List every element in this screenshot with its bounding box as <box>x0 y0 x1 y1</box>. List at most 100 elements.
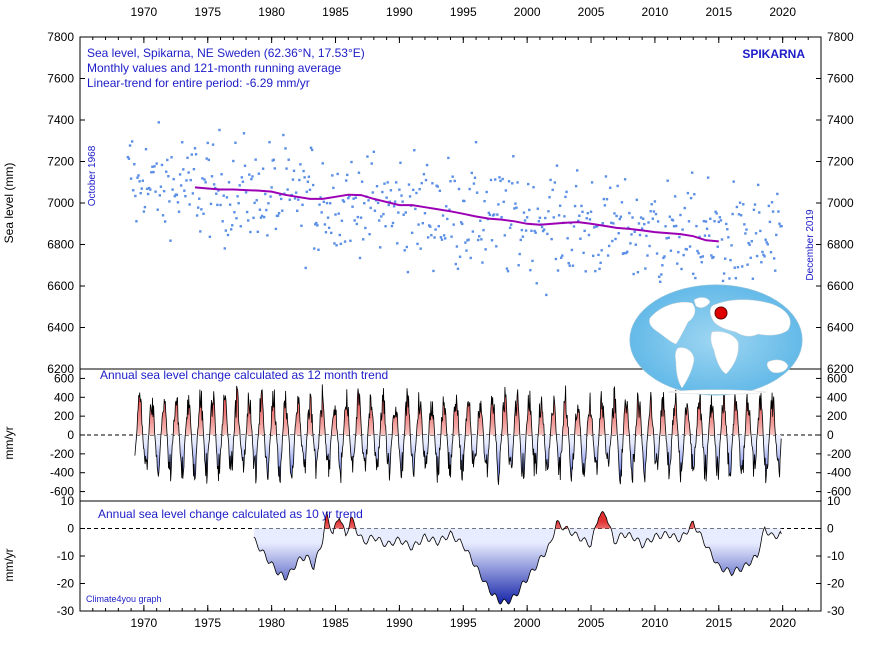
monthly-value-point <box>429 225 432 228</box>
monthly-value-point <box>354 196 357 199</box>
monthly-value-point <box>662 256 665 260</box>
monthly-value-point <box>727 236 730 239</box>
p12-y-tick-label-right: -200 <box>827 447 851 461</box>
chart-subtitle: Monthly values and 121-month running ave… <box>87 61 341 75</box>
monthly-value-point <box>438 189 442 193</box>
monthly-value-point <box>295 209 299 213</box>
monthly-value-point <box>251 175 254 178</box>
monthly-value-point <box>403 249 406 252</box>
x-tick-label-bottom: 1985 <box>322 616 349 630</box>
monthly-value-point <box>303 176 306 179</box>
monthly-value-point <box>286 188 289 191</box>
north-america-shape <box>649 302 696 345</box>
monthly-value-point <box>716 245 719 248</box>
monthly-value-point <box>339 242 343 246</box>
monthly-value-point <box>666 179 669 182</box>
monthly-value-point <box>660 273 663 276</box>
monthly-value-point <box>659 280 662 284</box>
monthly-value-point <box>764 238 767 241</box>
monthly-value-point <box>459 221 463 224</box>
monthly-value-point <box>632 272 635 276</box>
monthly-value-point <box>238 184 241 187</box>
monthly-value-point <box>610 221 613 224</box>
monthly-value-point <box>498 176 501 179</box>
monthly-value-point <box>461 222 464 226</box>
monthly-value-point <box>563 215 566 218</box>
monthly-value-point <box>644 267 647 270</box>
monthly-value-point <box>325 201 329 205</box>
monthly-value-point <box>690 171 694 174</box>
monthly-value-point <box>126 155 130 159</box>
monthly-value-point <box>756 183 760 187</box>
monthly-value-point <box>678 235 681 239</box>
monthly-value-point <box>693 193 696 196</box>
monthly-value-point <box>758 211 761 214</box>
monthly-value-point <box>649 210 652 213</box>
monthly-value-point <box>745 228 748 231</box>
p12-y-tick-label-right: 0 <box>827 428 834 442</box>
x-tick-label-top: 2000 <box>514 5 541 19</box>
monthly-value-point <box>487 211 491 215</box>
monthly-value-point <box>256 230 259 233</box>
monthly-value-point <box>154 190 157 193</box>
monthly-value-point <box>400 194 403 197</box>
monthly-value-point <box>768 220 772 224</box>
monthly-value-point <box>630 233 633 236</box>
monthly-value-point <box>207 158 211 162</box>
monthly-value-point <box>732 180 735 183</box>
monthly-value-point <box>224 229 228 232</box>
monthly-value-point <box>441 214 445 217</box>
monthly-value-point <box>688 245 692 248</box>
x-tick-label-bottom: 1975 <box>194 616 221 630</box>
monthly-value-point <box>331 174 334 177</box>
monthly-value-point <box>742 203 745 206</box>
monthly-value-point <box>517 264 520 267</box>
monthly-value-point <box>638 233 642 237</box>
monthly-value-point <box>182 168 185 171</box>
africa-shape <box>710 331 739 375</box>
p10-y-tick-label-right: -10 <box>827 549 845 563</box>
monthly-value-point <box>624 251 628 255</box>
monthly-value-point <box>322 200 326 204</box>
monthly-value-point <box>209 202 213 206</box>
monthly-value-point <box>142 210 146 213</box>
monthly-value-point <box>280 197 283 201</box>
monthly-value-point <box>338 233 341 237</box>
monthly-value-point <box>135 220 138 223</box>
monthly-value-point <box>250 177 253 181</box>
monthly-value-point <box>265 208 268 212</box>
monthly-value-point <box>778 222 781 225</box>
monthly-value-point <box>747 241 750 245</box>
monthly-value-point <box>313 247 316 250</box>
monthly-value-point <box>439 236 443 239</box>
monthly-value-point <box>550 237 553 241</box>
monthly-value-point <box>244 191 248 194</box>
monthly-value-point <box>667 236 670 239</box>
monthly-value-point <box>253 201 256 205</box>
monthly-value-point <box>274 227 278 231</box>
monthly-value-point <box>266 234 269 237</box>
monthly-value-point <box>436 185 439 188</box>
monthly-value-point <box>748 243 751 246</box>
monthly-value-point <box>746 263 749 266</box>
monthly-value-point <box>578 214 581 217</box>
monthly-value-point <box>448 208 451 211</box>
monthly-value-point <box>278 193 282 197</box>
monthly-value-point <box>252 216 255 220</box>
monthly-value-point <box>765 241 768 244</box>
monthly-value-point <box>228 203 232 206</box>
monthly-value-point <box>304 266 307 270</box>
monthly-value-point <box>212 183 216 186</box>
monthly-value-point <box>770 201 774 204</box>
monthly-value-point <box>766 243 769 246</box>
monthly-value-point <box>270 186 273 189</box>
monthly-value-point <box>236 195 239 198</box>
monthly-value-point <box>715 212 718 215</box>
monthly-value-point <box>133 163 136 166</box>
monthly-value-point <box>572 225 576 228</box>
p12-y-tick-label-right: 200 <box>827 409 847 423</box>
monthly-value-point <box>698 235 701 239</box>
monthly-value-point <box>616 184 619 188</box>
x-tick-label-top: 2010 <box>642 5 669 19</box>
monthly-value-point <box>316 224 319 227</box>
